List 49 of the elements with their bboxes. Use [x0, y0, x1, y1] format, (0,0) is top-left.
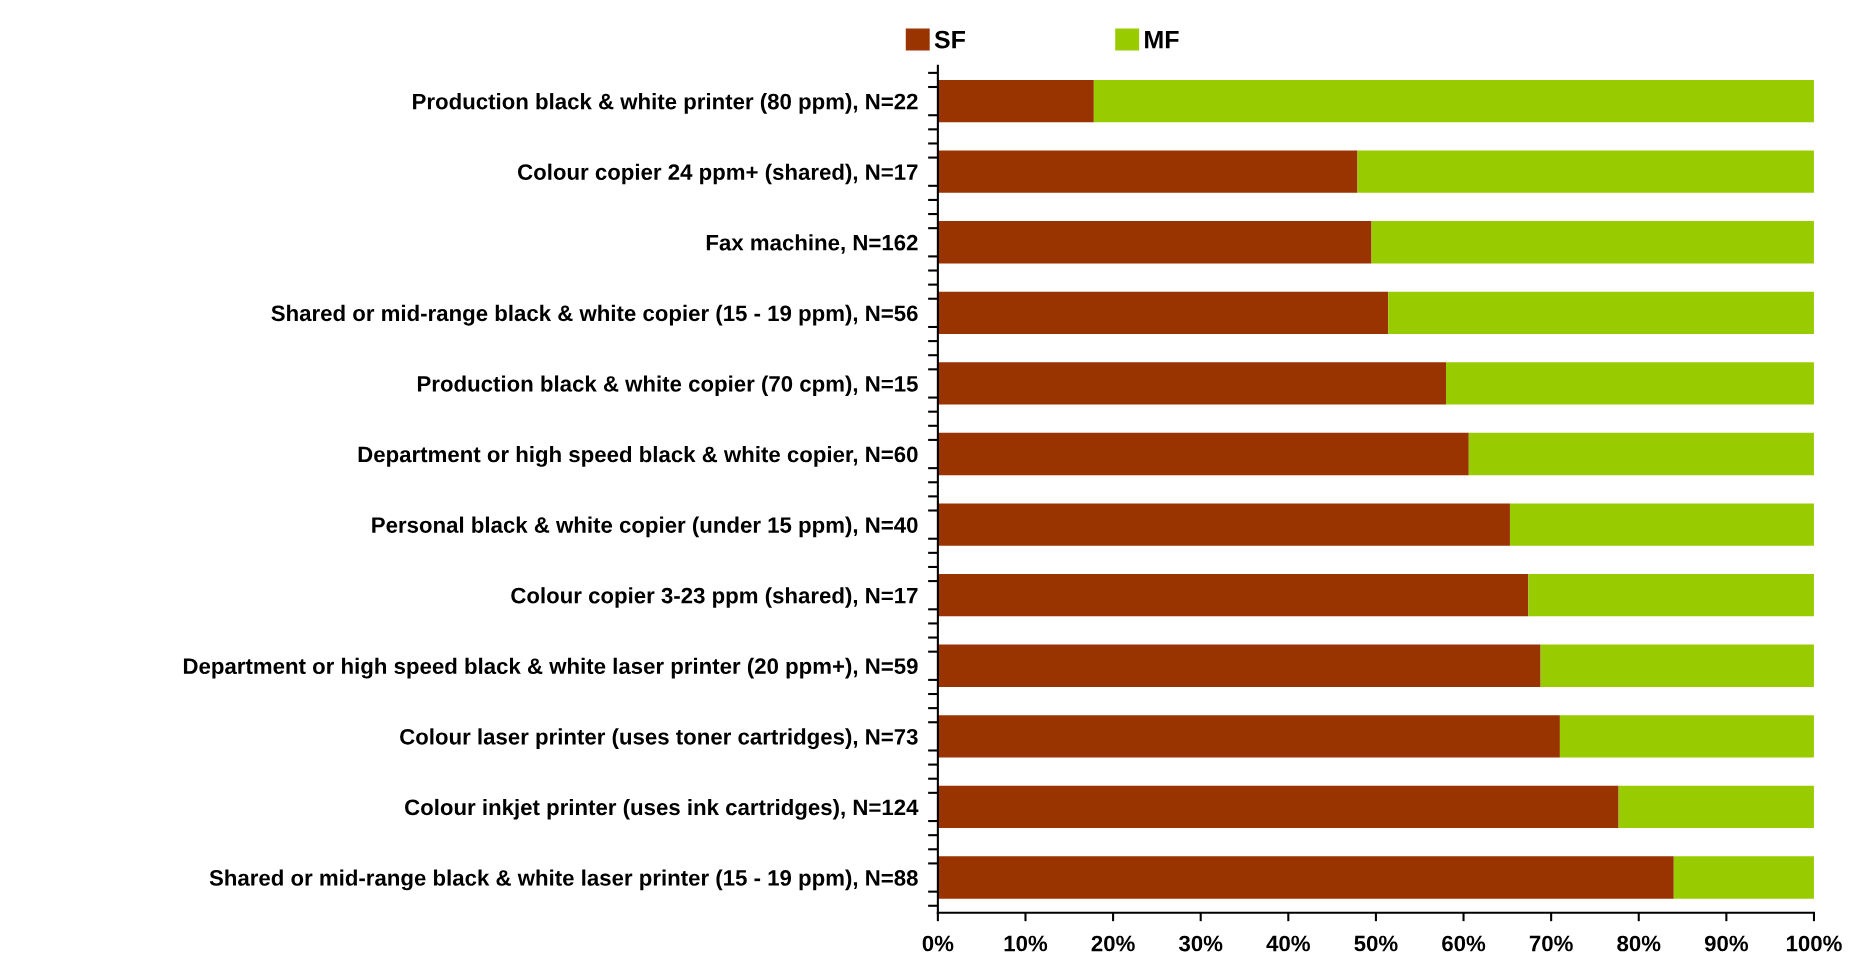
legend-label: SF [934, 30, 966, 49]
bar [1093, 79, 1814, 123]
bar [1618, 785, 1814, 829]
bar [937, 221, 1372, 264]
x-tick-label: 100% [1786, 935, 1842, 952]
x-tick-label: 60% [1442, 935, 1486, 952]
bar [937, 715, 1560, 758]
y-tick-label: Colour inkjet printer (uses ink cartridges), N=124 [405, 798, 919, 820]
x-tick-label: 10% [1004, 935, 1048, 952]
y-tick-label: Shared or mid-range black & white laser printer (15 - 19 ppm), N=88 [209, 869, 918, 891]
x-tick-label: 50% [1354, 935, 1398, 952]
y-tick-label: Production black & white printer (80 ppm), N=22 [413, 93, 918, 114]
x-tick-label: 0% [922, 935, 954, 952]
bar [1357, 150, 1814, 193]
legend-label: MF [1145, 30, 1179, 49]
x-tick-label: 30% [1178, 935, 1223, 952]
bar [937, 291, 1389, 335]
x-tick-label: 90% [1704, 935, 1749, 952]
bar [1446, 362, 1814, 405]
bar [937, 856, 1674, 899]
y-tick-label: Personal black & white copier (under 15 ppm), N=40 [372, 516, 918, 538]
bar [1509, 503, 1814, 546]
bar [937, 79, 1094, 123]
y-tick-label: Colour copier 24 ppm+ (shared), N=17 [518, 163, 918, 185]
y-tick-label: Shared or mid-range black & white copier (15 - 19 ppm), N=56 [271, 304, 918, 326]
bar [1468, 432, 1814, 476]
bar [937, 574, 1529, 617]
bar [937, 785, 1619, 829]
y-tick-label: Fax machine, N=162 [706, 234, 918, 254]
bar [1559, 715, 1814, 758]
bar [1388, 291, 1814, 335]
bar [937, 432, 1469, 476]
bar [1528, 574, 1814, 617]
y-tick-label: Colour laser printer (uses toner cartridges), N=73 [400, 728, 918, 750]
bar [1371, 221, 1814, 264]
bar [937, 503, 1510, 546]
x-tick-label: 80% [1617, 935, 1661, 952]
y-tick-label: Production black & white copier (70 cpm), N=15 [417, 375, 918, 397]
bar [937, 150, 1358, 193]
y-tick-label: Department or high speed black & white laser printer (20 ppm+), N=59 [183, 657, 918, 679]
y-tick-label: Department or high speed black & white copier, N=60 [358, 445, 918, 467]
x-tick-label: 70% [1529, 935, 1573, 952]
bar [937, 644, 1541, 687]
bar [1673, 856, 1814, 899]
y-tick-label: Colour copier 3-23 ppm (shared), N=17 [511, 587, 918, 608]
bar [937, 362, 1447, 405]
bar [1540, 644, 1814, 687]
x-tick-label: 40% [1266, 935, 1310, 952]
x-tick-label: 20% [1091, 935, 1135, 952]
